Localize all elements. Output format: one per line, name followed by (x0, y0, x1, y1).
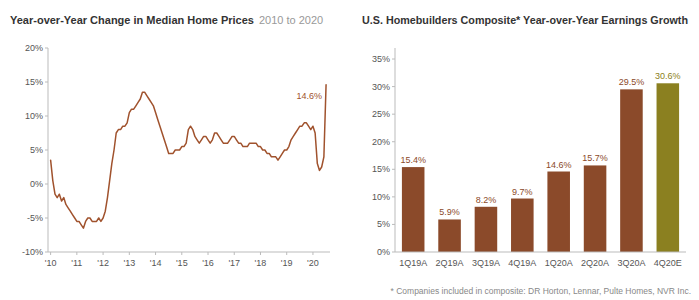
y-tick-label: 0% (30, 179, 43, 189)
y-tick (45, 82, 48, 83)
labels: 14.6% (297, 91, 323, 101)
line (51, 85, 326, 228)
y-tick (45, 48, 48, 49)
y-tick (45, 116, 48, 117)
x-tick-label: '16 (202, 258, 214, 268)
x-tick (312, 252, 313, 255)
y-axis: -10% -5% 0% 5% 10% 15% 20% (22, 43, 48, 257)
y-tick-label: 0% (377, 247, 390, 257)
title: Year-over-Year Change in Median Home Pri… (10, 14, 254, 26)
x-tick-label: '18 (255, 258, 267, 268)
annotation: 14.6% (297, 91, 323, 101)
y-tick-label: 5% (30, 145, 43, 155)
y-tick-label: 20% (25, 43, 43, 53)
data-label: 9.7% (512, 187, 533, 197)
chart-line: Year-over-Year Change in Median Home Pri… (10, 14, 330, 268)
bar (438, 219, 461, 252)
data-label: 15.4% (400, 155, 426, 165)
bar (547, 172, 570, 252)
data-label: 29.5% (619, 77, 645, 87)
bar (657, 83, 680, 252)
x-axis-line (395, 252, 686, 253)
x-tick (181, 252, 182, 255)
plot-area (51, 85, 326, 228)
y-tick (392, 252, 395, 253)
x-tick (234, 252, 235, 255)
y-tick (392, 59, 395, 60)
y-tick (392, 141, 395, 142)
x-axis: '10 '11 '12 '13 '14 '15 '16 '17 '18 '19 '20 (45, 252, 330, 268)
x-tick (76, 252, 77, 255)
y-tick (392, 196, 395, 197)
x-tick-label: 2Q20A (581, 258, 609, 268)
x-tick (129, 252, 130, 255)
y-tick (45, 150, 48, 151)
y-tick (45, 218, 48, 219)
subtitle: 2010 to 2020 (259, 14, 323, 26)
x-tick-label: 3Q19A (472, 258, 500, 268)
data-label: 15.7% (582, 153, 608, 163)
x-tick-label: '17 (228, 258, 240, 268)
x-tick-label: '19 (281, 258, 293, 268)
y-tick-label: 10% (372, 192, 390, 202)
plot-area (402, 83, 679, 252)
x-tick (103, 252, 104, 255)
x-tick (155, 252, 156, 255)
x-tick-label: 2Q19A (436, 258, 464, 268)
x-tick-label: 1Q19A (399, 258, 427, 268)
title-line: U.S. Homebuilders Composite* Year-over-Y… (362, 14, 688, 26)
bar (402, 167, 425, 252)
y-tick-label: -5% (27, 213, 43, 223)
y-tick (392, 86, 395, 87)
x-tick-label: 1Q20A (545, 258, 573, 268)
bar (475, 207, 498, 252)
chart-bar: U.S. Homebuilders Composite* Year-over-Y… (362, 14, 691, 296)
x-tick-label: '13 (123, 258, 135, 268)
labels: 15.4% 5.9% 8.2% 9.7% 14.6% 15.7% 29.5% 30.6% (400, 71, 680, 217)
y-tick (392, 224, 395, 225)
footnote: * Companies included in composite: DR Ho… (391, 286, 691, 296)
x-tick (260, 252, 261, 255)
data-label: 5.9% (439, 207, 460, 217)
y-axis: 0% 5% 10% 15% 20% 25% 30% 35% (372, 48, 395, 257)
y-tick-label: 10% (25, 111, 43, 121)
y-tick (392, 169, 395, 170)
data-label: 14.6% (546, 160, 572, 170)
x-tick (286, 252, 287, 255)
chart-canvas: Year-over-Year Change in Median Home Pri… (0, 0, 699, 300)
x-axis-line (48, 252, 330, 253)
y-tick (392, 114, 395, 115)
y-axis-line (395, 48, 396, 252)
data-label: 30.6% (655, 71, 681, 81)
bar (584, 165, 607, 252)
y-tick-label: 25% (372, 109, 390, 119)
y-tick-label: 15% (25, 77, 43, 87)
title-line: Year-over-Year Change in Median Home Pri… (10, 14, 323, 26)
data-label: 8.2% (476, 195, 497, 205)
x-tick-label: '15 (176, 258, 188, 268)
y-tick-label: -10% (22, 247, 43, 257)
x-tick-label: '10 (45, 258, 57, 268)
x-tick (208, 252, 209, 255)
x-tick-label: 4Q19A (508, 258, 536, 268)
title: U.S. Homebuilders Composite* Year-over-Y… (362, 14, 688, 26)
bar (620, 89, 643, 252)
y-tick-label: 20% (372, 137, 390, 147)
y-tick-label: 30% (372, 82, 390, 92)
x-tick-label: '11 (71, 258, 82, 268)
x-tick-label: 3Q20A (617, 258, 645, 268)
y-tick-label: 5% (377, 219, 390, 229)
x-tick-label: '14 (150, 258, 162, 268)
x-axis: 1Q19A 2Q19A 3Q19A 4Q19A 1Q20A 2Q20A 3Q20A 4Q20E (395, 252, 686, 268)
y-tick-label: 15% (372, 164, 390, 174)
y-tick (45, 252, 48, 253)
x-tick-label: '20 (307, 258, 319, 268)
y-tick (45, 184, 48, 185)
x-tick (50, 252, 51, 255)
y-tick-label: 35% (372, 54, 390, 64)
x-tick-label: '12 (97, 258, 109, 268)
x-tick-label: 4Q20E (654, 258, 682, 268)
bar (511, 199, 534, 252)
